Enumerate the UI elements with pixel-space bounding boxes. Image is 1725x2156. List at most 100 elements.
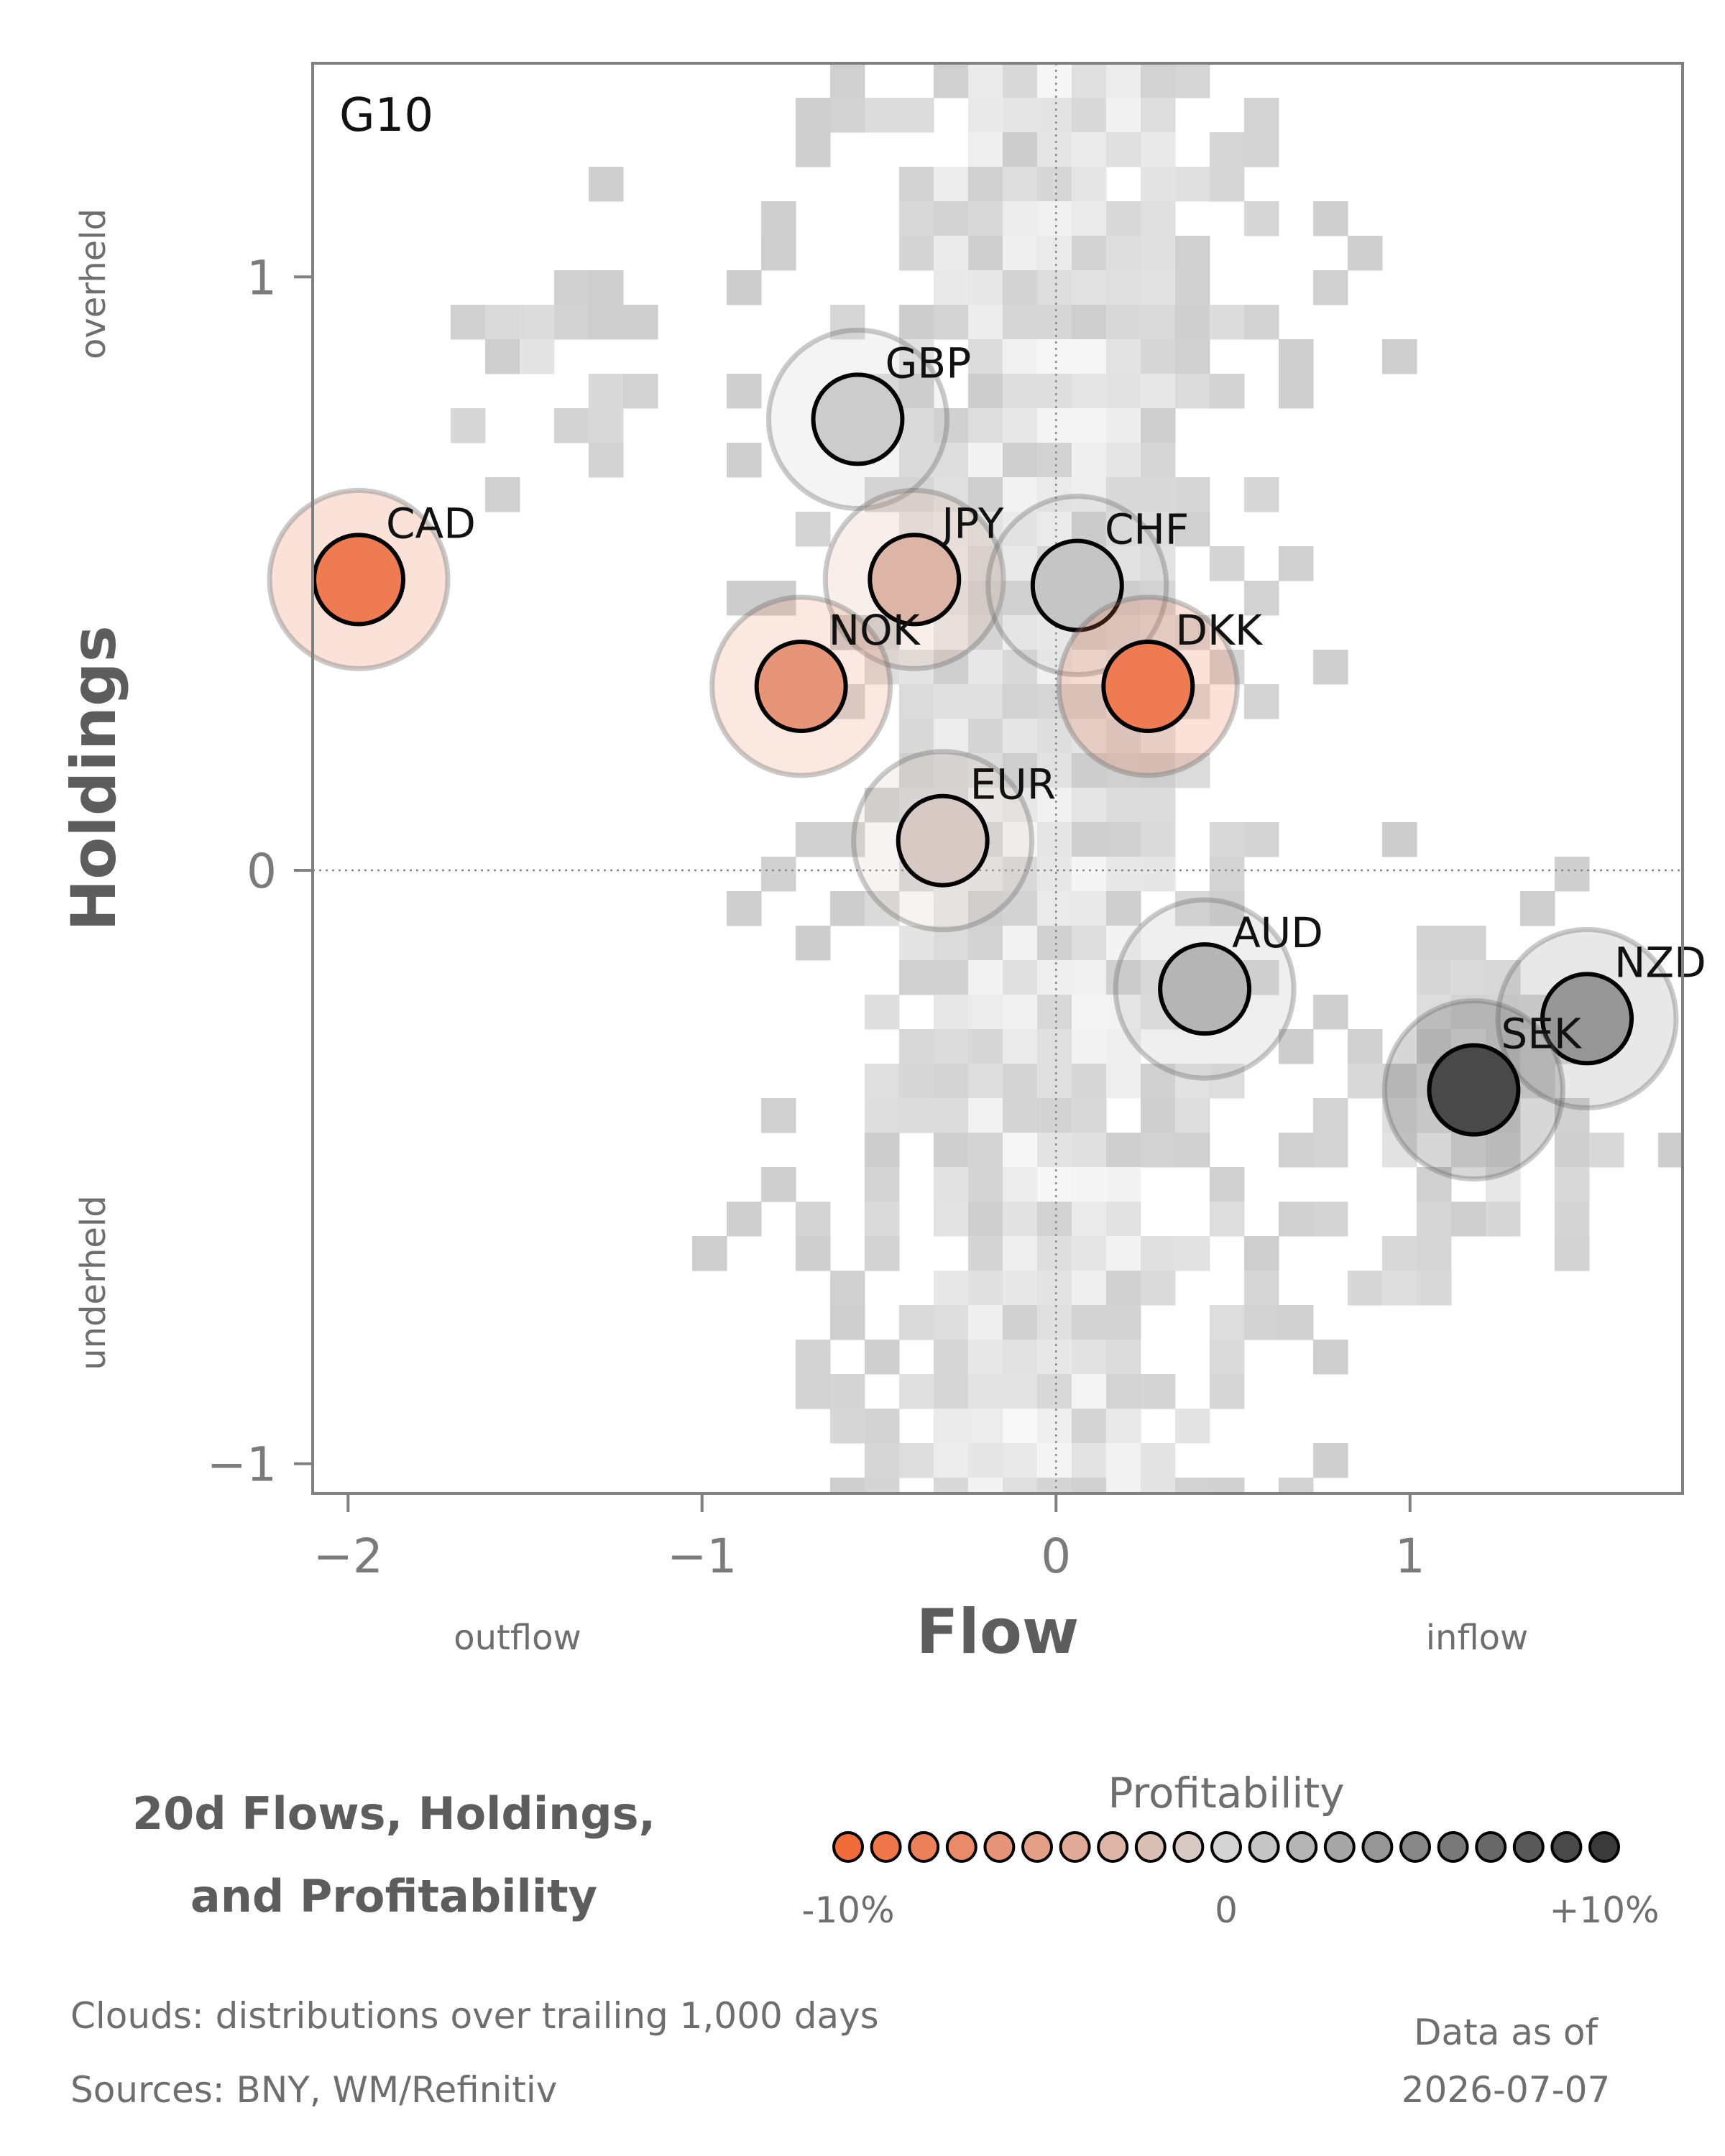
cloud-cell [1003,132,1038,167]
cloud-cell [899,477,934,512]
cloud-cell [1141,374,1176,409]
cloud-cell [1003,684,1038,719]
cloud-cell [796,1202,831,1237]
cloud-cell [968,98,1003,133]
cloud-cell [1175,63,1210,98]
cloud-cell [1072,132,1107,167]
cloud-cell [1037,339,1072,374]
cloud-cell [1106,1029,1141,1064]
point-cad: CAD [267,487,476,671]
cloud-cell [1141,1374,1176,1409]
cloud-cell [1451,1133,1486,1168]
cloud-cell [968,443,1003,478]
cloud-cell [934,1443,969,1478]
legend-dot [1475,1831,1507,1863]
cloud-cell [554,408,589,443]
cloud-cell [1175,615,1210,650]
cloud-cell [1106,443,1141,478]
cloud-cell [865,1202,900,1237]
cloud-cell [727,891,762,926]
cloud-cell [692,1236,727,1271]
cloud-cell [1382,1236,1417,1271]
cloud-cell [1175,891,1210,926]
point-sek: SEK [1381,998,1583,1182]
cloud-cell [934,201,969,236]
x-tick-label: 1 [1395,1529,1425,1584]
cloud-cell [1106,753,1141,788]
cloud-cell [830,305,865,340]
cloud-cell [934,891,969,926]
cloud-cell [1106,1305,1141,1340]
cloud-cell [1037,857,1072,892]
cloud-cell [865,1340,900,1375]
cloud-cell [1141,98,1176,133]
cloud-cell [934,1409,969,1444]
cloud-cell [968,408,1003,443]
x-axis-label: Flow [916,1596,1080,1668]
y-tick-label: 0 [247,844,277,899]
cloud-cell [1037,753,1072,788]
cloud-cell [968,167,1003,202]
cloud-cell [1244,822,1279,857]
cloud-cell [1106,477,1141,512]
cloud-cell [1141,408,1176,443]
cloud-cell [1279,1133,1314,1168]
cloud-cell [1037,1478,1072,1493]
cloud-cell [1072,374,1107,409]
plot-frame [311,62,1684,1495]
cloud-cell [761,1167,796,1202]
cloud-cell [1106,1340,1141,1375]
cloud-cell [1141,546,1176,581]
cloud-cell [968,1029,1003,1064]
cloud-cell [1106,1167,1141,1202]
panel-label: G10 [339,89,433,142]
cloud-cell [1003,995,1038,1030]
cloud-cell [1003,98,1038,133]
cloud-cell [865,1443,900,1478]
cloud-cell [1279,1202,1314,1237]
point-nzd: NZD [1495,926,1706,1110]
point-marker [868,533,962,627]
cloud-cell [899,719,934,754]
cloud-cell [968,1340,1003,1375]
cloud-cell [1313,1098,1348,1133]
cloud-cell [1072,891,1107,926]
cloud-cell [1175,305,1210,340]
cloud-cell [1003,236,1038,271]
cloud-cell [1313,1202,1348,1237]
y-axis-label: Holdings [58,625,130,931]
cloud-cell [1210,857,1245,892]
cloud-cell [934,1305,969,1340]
cloud-cell [727,581,762,616]
cloud-cell [1072,857,1107,892]
cloud-cell [1037,443,1072,478]
cloud-cell [1037,650,1072,685]
cloud-cell [1106,1443,1141,1478]
cloud-cell [761,581,796,616]
cloud-cell [1003,443,1038,478]
cloud-cell [1037,788,1072,823]
cloud-cell [968,1167,1003,1202]
cloud-cell [1037,201,1072,236]
cloud-cell [1106,1202,1141,1237]
cloud-cell [830,1271,865,1306]
cloud-cell [899,1098,934,1133]
cloud-cell [934,1098,969,1133]
cloud-cell [761,857,796,892]
cloud-cell [899,1443,934,1478]
cloud-cell [968,201,1003,236]
cloud-cell [1210,132,1245,167]
legend-dot [832,1831,864,1863]
cloud-cell [796,98,831,133]
cloud-cell [865,1098,900,1133]
cloud-cell [934,1064,969,1099]
cloud-cell [1279,1305,1314,1340]
point-label: SEK [1501,1010,1582,1059]
cloud-cell [1589,1133,1624,1168]
point-marker [1101,640,1195,734]
cloud-cell [1037,477,1072,512]
point-label: CHF [1105,505,1189,554]
cloud-cell [1003,788,1038,823]
cloud-cell [968,995,1003,1030]
cloud-cell [1348,1064,1383,1099]
